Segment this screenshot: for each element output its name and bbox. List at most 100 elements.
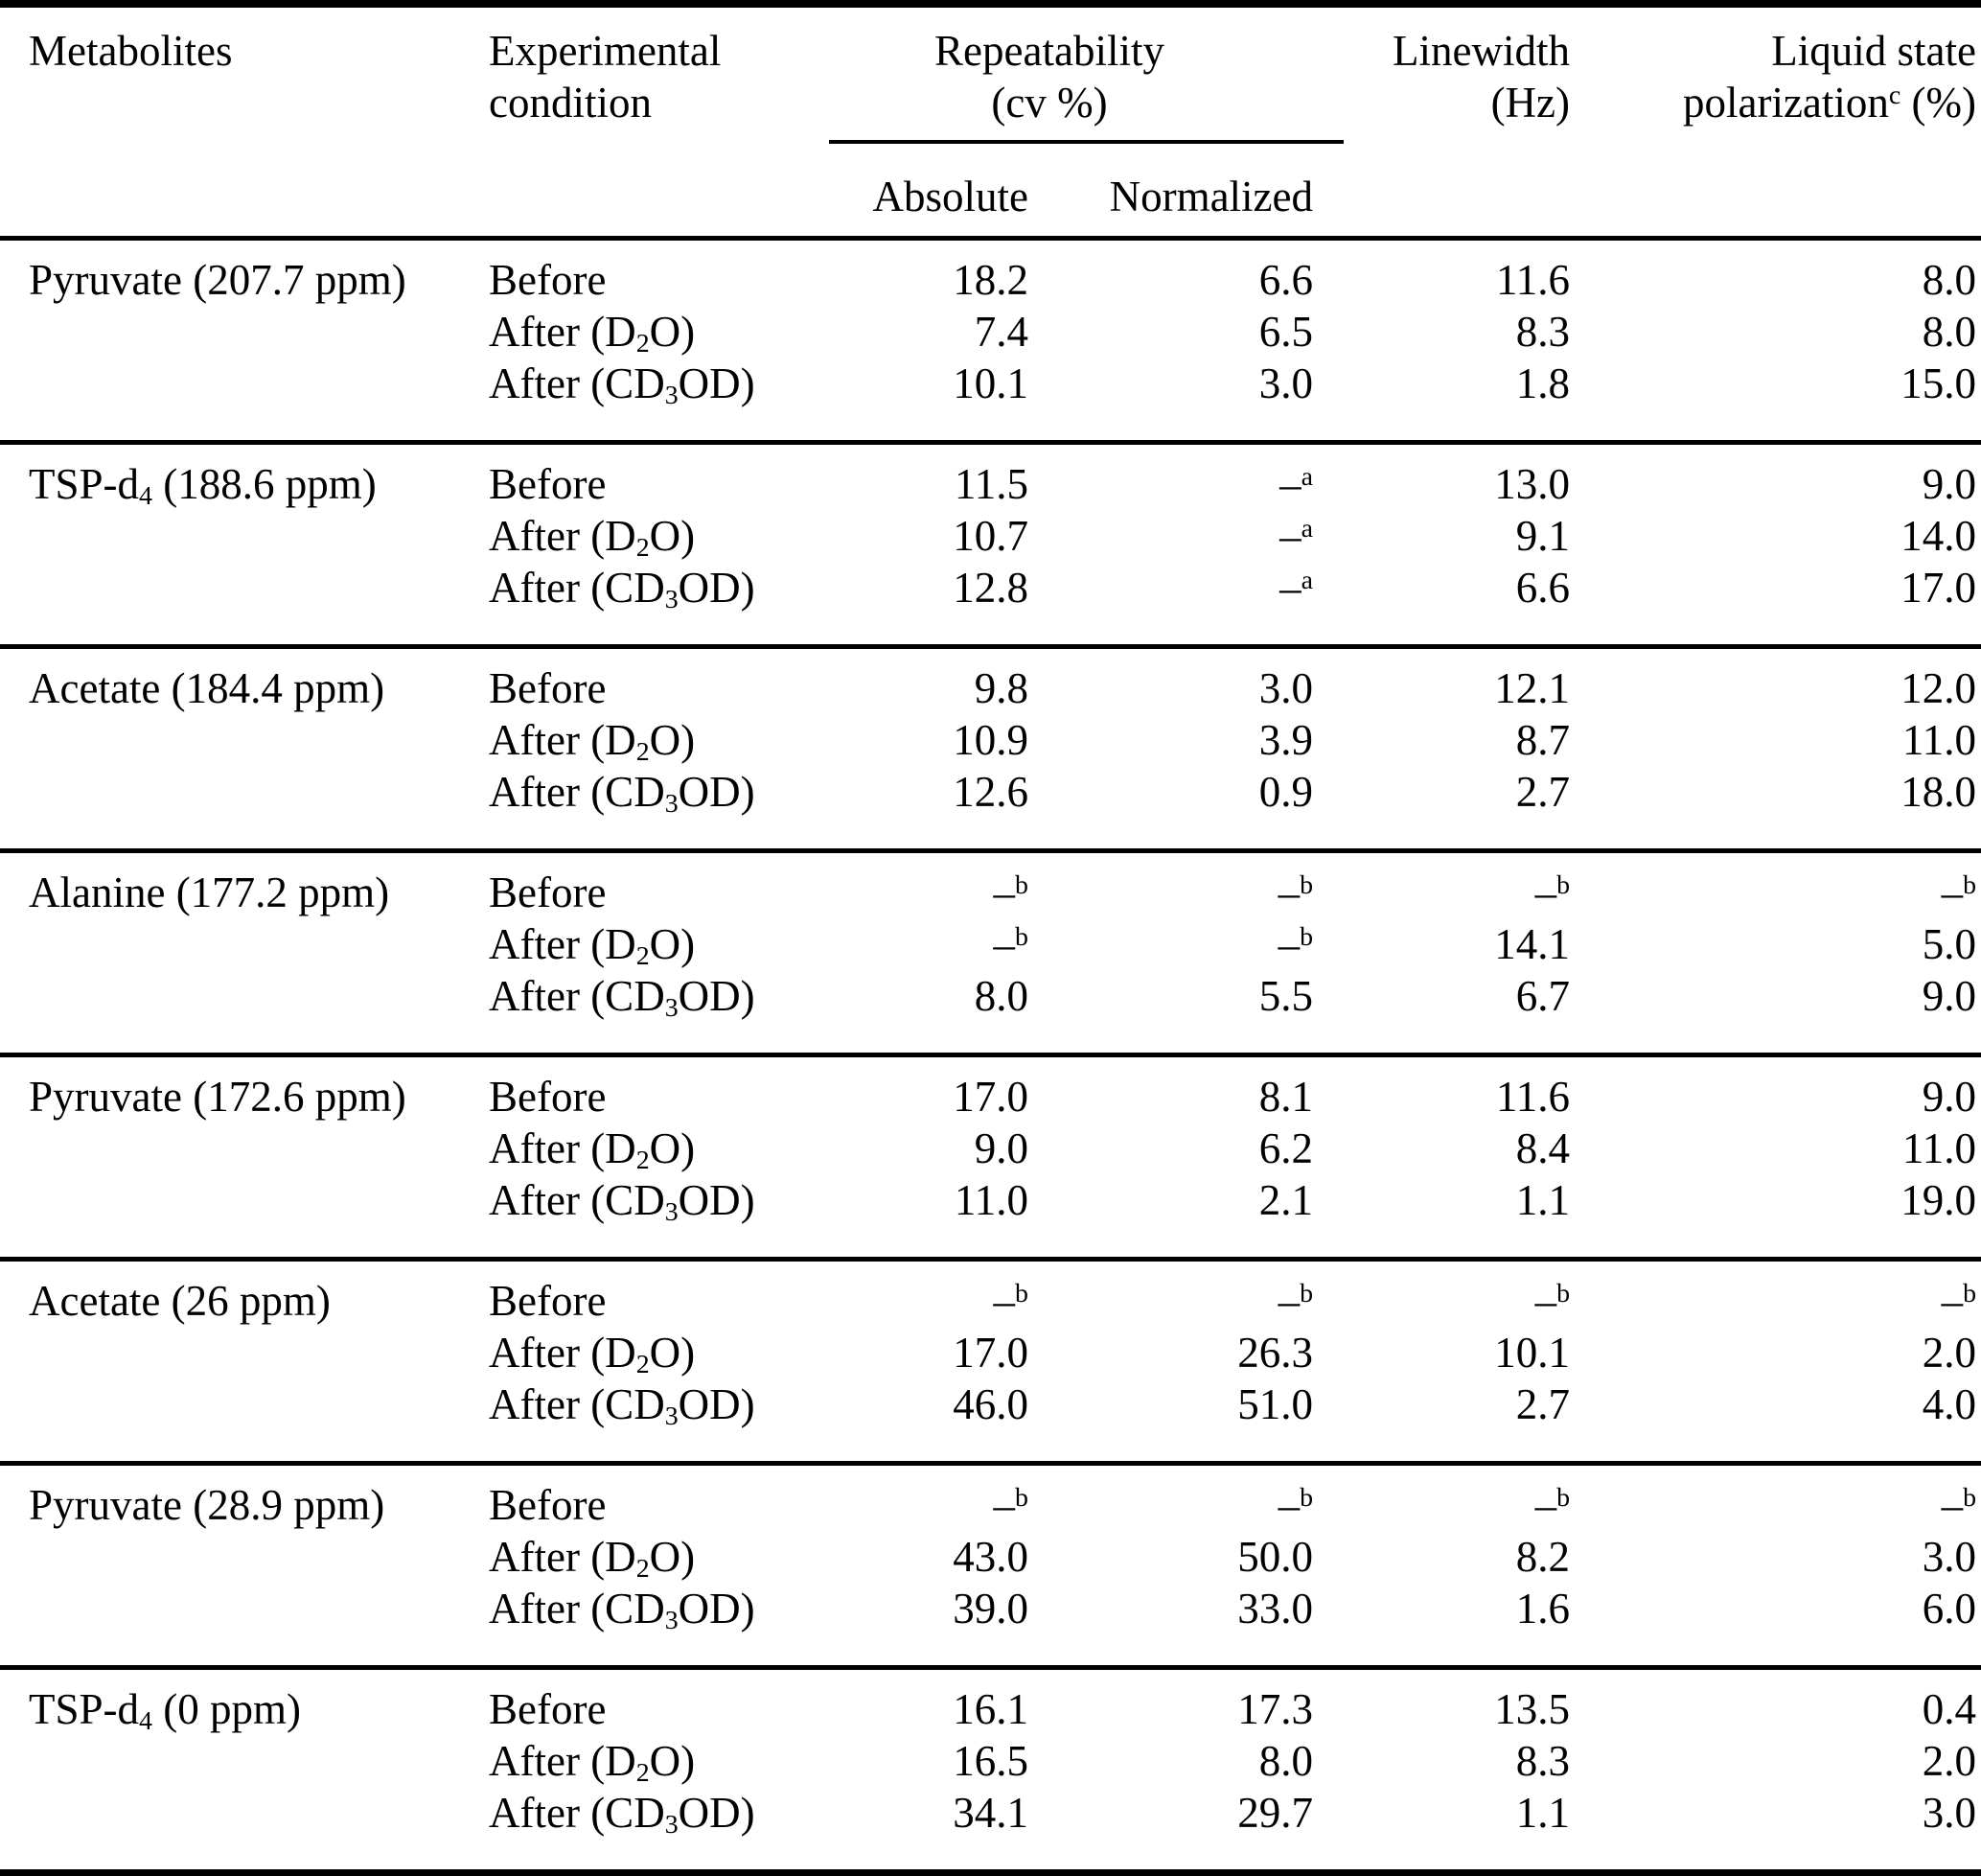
- metabolite-name: TSP-d4 (0 ppm): [29, 1685, 301, 1737]
- polarization-value: –b: [1941, 1481, 1977, 1529]
- condition-cell: Before: [489, 1685, 607, 1733]
- polarization-value: 15.0: [1900, 359, 1977, 407]
- metabolite-group: Acetate (26 ppm) Before –b –b –b –b After (D2O…: [0, 1259, 1981, 1464]
- metabolite-name: Pyruvate (207.7 ppm): [29, 256, 406, 304]
- normalized-cv-value: 33.0: [1237, 1585, 1314, 1633]
- normalized-cv-value: 26.3: [1237, 1329, 1314, 1377]
- normalized-cv-value: 51.0: [1237, 1380, 1314, 1428]
- normalized-cv-value: 3.9: [1258, 716, 1314, 764]
- condition-cell: Before: [489, 1481, 607, 1529]
- condition-cell: After (D2O): [489, 1737, 696, 1789]
- normalized-cv-value: 6.5: [1258, 308, 1314, 356]
- table-row: Acetate (26 ppm) Before –b –b –b –b: [0, 1260, 1981, 1328]
- col-header-absolute: Absolute: [872, 173, 1029, 220]
- condition-cell: Before: [489, 1073, 607, 1121]
- absolute-cv-value: 12.6: [953, 768, 1028, 816]
- normalized-cv-value: –b: [1278, 869, 1314, 916]
- polarization-value: 14.0: [1900, 512, 1977, 560]
- condition-cell: After (D2O): [489, 1533, 696, 1585]
- polarization-value: 2.0: [1922, 1329, 1977, 1377]
- col-header-experimental-condition: Experimental condition: [489, 27, 722, 127]
- normalized-cv-value: 29.7: [1237, 1789, 1314, 1837]
- table-row: Pyruvate (207.7 ppm) Before 18.2 6.6 11.6 8.0: [0, 239, 1981, 307]
- linewidth-value: 14.1: [1494, 920, 1571, 968]
- linewidth-value: 1.1: [1515, 1789, 1571, 1837]
- header-row-sub: Absolute Normalized: [0, 144, 1981, 239]
- linewidth-value: –b: [1534, 869, 1571, 916]
- linewidth-value: 11.6: [1495, 256, 1571, 304]
- condition-cell: After (CD3OD): [489, 972, 755, 1024]
- metabolite-name: Acetate (184.4 ppm): [29, 664, 385, 712]
- absolute-cv-value: –b: [993, 920, 1028, 968]
- linewidth-value: –b: [1534, 1277, 1571, 1325]
- normalized-cv-value: –a: [1279, 564, 1314, 612]
- condition-cell: Before: [489, 256, 607, 304]
- absolute-cv-value: 18.2: [953, 256, 1028, 304]
- linewidth-value: 8.3: [1515, 1737, 1571, 1785]
- linewidth-value: 1.8: [1515, 359, 1571, 407]
- table-row: TSP-d4 (0 ppm) Before 16.1 17.3 13.5 0.4: [0, 1668, 1981, 1736]
- metabolite-name: Pyruvate (28.9 ppm): [29, 1481, 385, 1529]
- table-row: After (CD3OD) 46.0 51.0 2.7 4.0: [0, 1378, 1981, 1464]
- condition-cell: After (CD3OD): [489, 1380, 755, 1432]
- table-row: Pyruvate (172.6 ppm) Before 17.0 8.1 11.6 9.0: [0, 1055, 1981, 1123]
- normalized-cv-value: –b: [1278, 920, 1314, 968]
- absolute-cv-value: 16.1: [953, 1685, 1028, 1733]
- condition-cell: After (D2O): [489, 920, 696, 972]
- table-row: After (CD3OD) 12.8 –a 6.6 17.0: [0, 562, 1981, 647]
- table-row: Pyruvate (28.9 ppm) Before –b –b –b –b: [0, 1464, 1981, 1532]
- condition-cell: After (D2O): [489, 1124, 696, 1176]
- table-row: After (CD3OD) 34.1 29.7 1.1 3.0: [0, 1787, 1981, 1873]
- normalized-cv-value: 6.6: [1258, 256, 1314, 304]
- col-header-normalized: Normalized: [1109, 173, 1314, 220]
- absolute-cv-value: 10.9: [953, 716, 1028, 764]
- condition-cell: After (D2O): [489, 512, 696, 564]
- absolute-cv-value: 7.4: [974, 308, 1028, 356]
- table-row: After (CD3OD) 10.1 3.0 1.8 15.0: [0, 358, 1981, 443]
- table-row: After (D2O) 10.7 –a 9.1 14.0: [0, 510, 1981, 562]
- col-header-linewidth: Linewidth (Hz): [1393, 27, 1571, 127]
- normalized-cv-value: 0.9: [1258, 768, 1314, 816]
- absolute-cv-value: 9.0: [974, 1124, 1028, 1172]
- table-row: After (D2O) 43.0 50.0 8.2 3.0: [0, 1531, 1981, 1583]
- absolute-cv-value: 39.0: [953, 1585, 1028, 1633]
- metabolite-group: Acetate (184.4 ppm) Before 9.8 3.0 12.1 12.0 A…: [0, 646, 1981, 851]
- polarization-value: 8.0: [1922, 308, 1977, 356]
- col-header-metabolites: Metabolites: [29, 27, 233, 75]
- condition-cell: After (CD3OD): [489, 1789, 755, 1841]
- polarization-value: 2.0: [1922, 1737, 1977, 1785]
- linewidth-value: 6.7: [1515, 972, 1571, 1020]
- linewidth-value: 8.7: [1515, 716, 1571, 764]
- polarization-value: 0.4: [1922, 1685, 1977, 1733]
- absolute-cv-value: 11.5: [954, 460, 1028, 508]
- condition-cell: After (D2O): [489, 716, 696, 768]
- table-row: TSP-d4 (188.6 ppm) Before 11.5 –a 13.0 9.0: [0, 443, 1981, 511]
- table-row: After (D2O) 10.9 3.9 8.7 11.0: [0, 714, 1981, 766]
- polarization-value: 19.0: [1900, 1176, 1977, 1224]
- polarization-value: 11.0: [1901, 716, 1977, 764]
- condition-cell: Before: [489, 1277, 607, 1325]
- polarization-value: –b: [1941, 869, 1977, 916]
- absolute-cv-value: –b: [993, 1481, 1028, 1529]
- absolute-cv-value: 9.8: [974, 664, 1028, 712]
- table-header: Metabolites Experimental condition Repeat…: [0, 4, 1981, 239]
- polarization-value: 9.0: [1922, 972, 1977, 1020]
- normalized-cv-value: 5.5: [1258, 972, 1314, 1020]
- condition-cell: After (CD3OD): [489, 768, 755, 820]
- metabolite-group: Pyruvate (172.6 ppm) Before 17.0 8.1 11.6 9.0…: [0, 1054, 1981, 1260]
- absolute-cv-value: –b: [993, 1277, 1028, 1325]
- table-row: Alanine (177.2 ppm) Before –b –b –b –b: [0, 851, 1981, 919]
- polarization-value: 11.0: [1901, 1124, 1977, 1172]
- polarization-value: 5.0: [1922, 920, 1977, 968]
- linewidth-value: 1.1: [1515, 1176, 1571, 1224]
- normalized-cv-value: –a: [1279, 512, 1314, 560]
- condition-cell: After (CD3OD): [489, 359, 755, 411]
- linewidth-value: 2.7: [1515, 768, 1571, 816]
- absolute-cv-value: 16.5: [953, 1737, 1028, 1785]
- linewidth-value: 10.1: [1494, 1329, 1571, 1377]
- normalized-cv-value: –b: [1278, 1481, 1314, 1529]
- polarization-value: –b: [1941, 1277, 1977, 1325]
- polarization-value: 17.0: [1900, 564, 1977, 612]
- linewidth-value: 1.6: [1515, 1585, 1571, 1633]
